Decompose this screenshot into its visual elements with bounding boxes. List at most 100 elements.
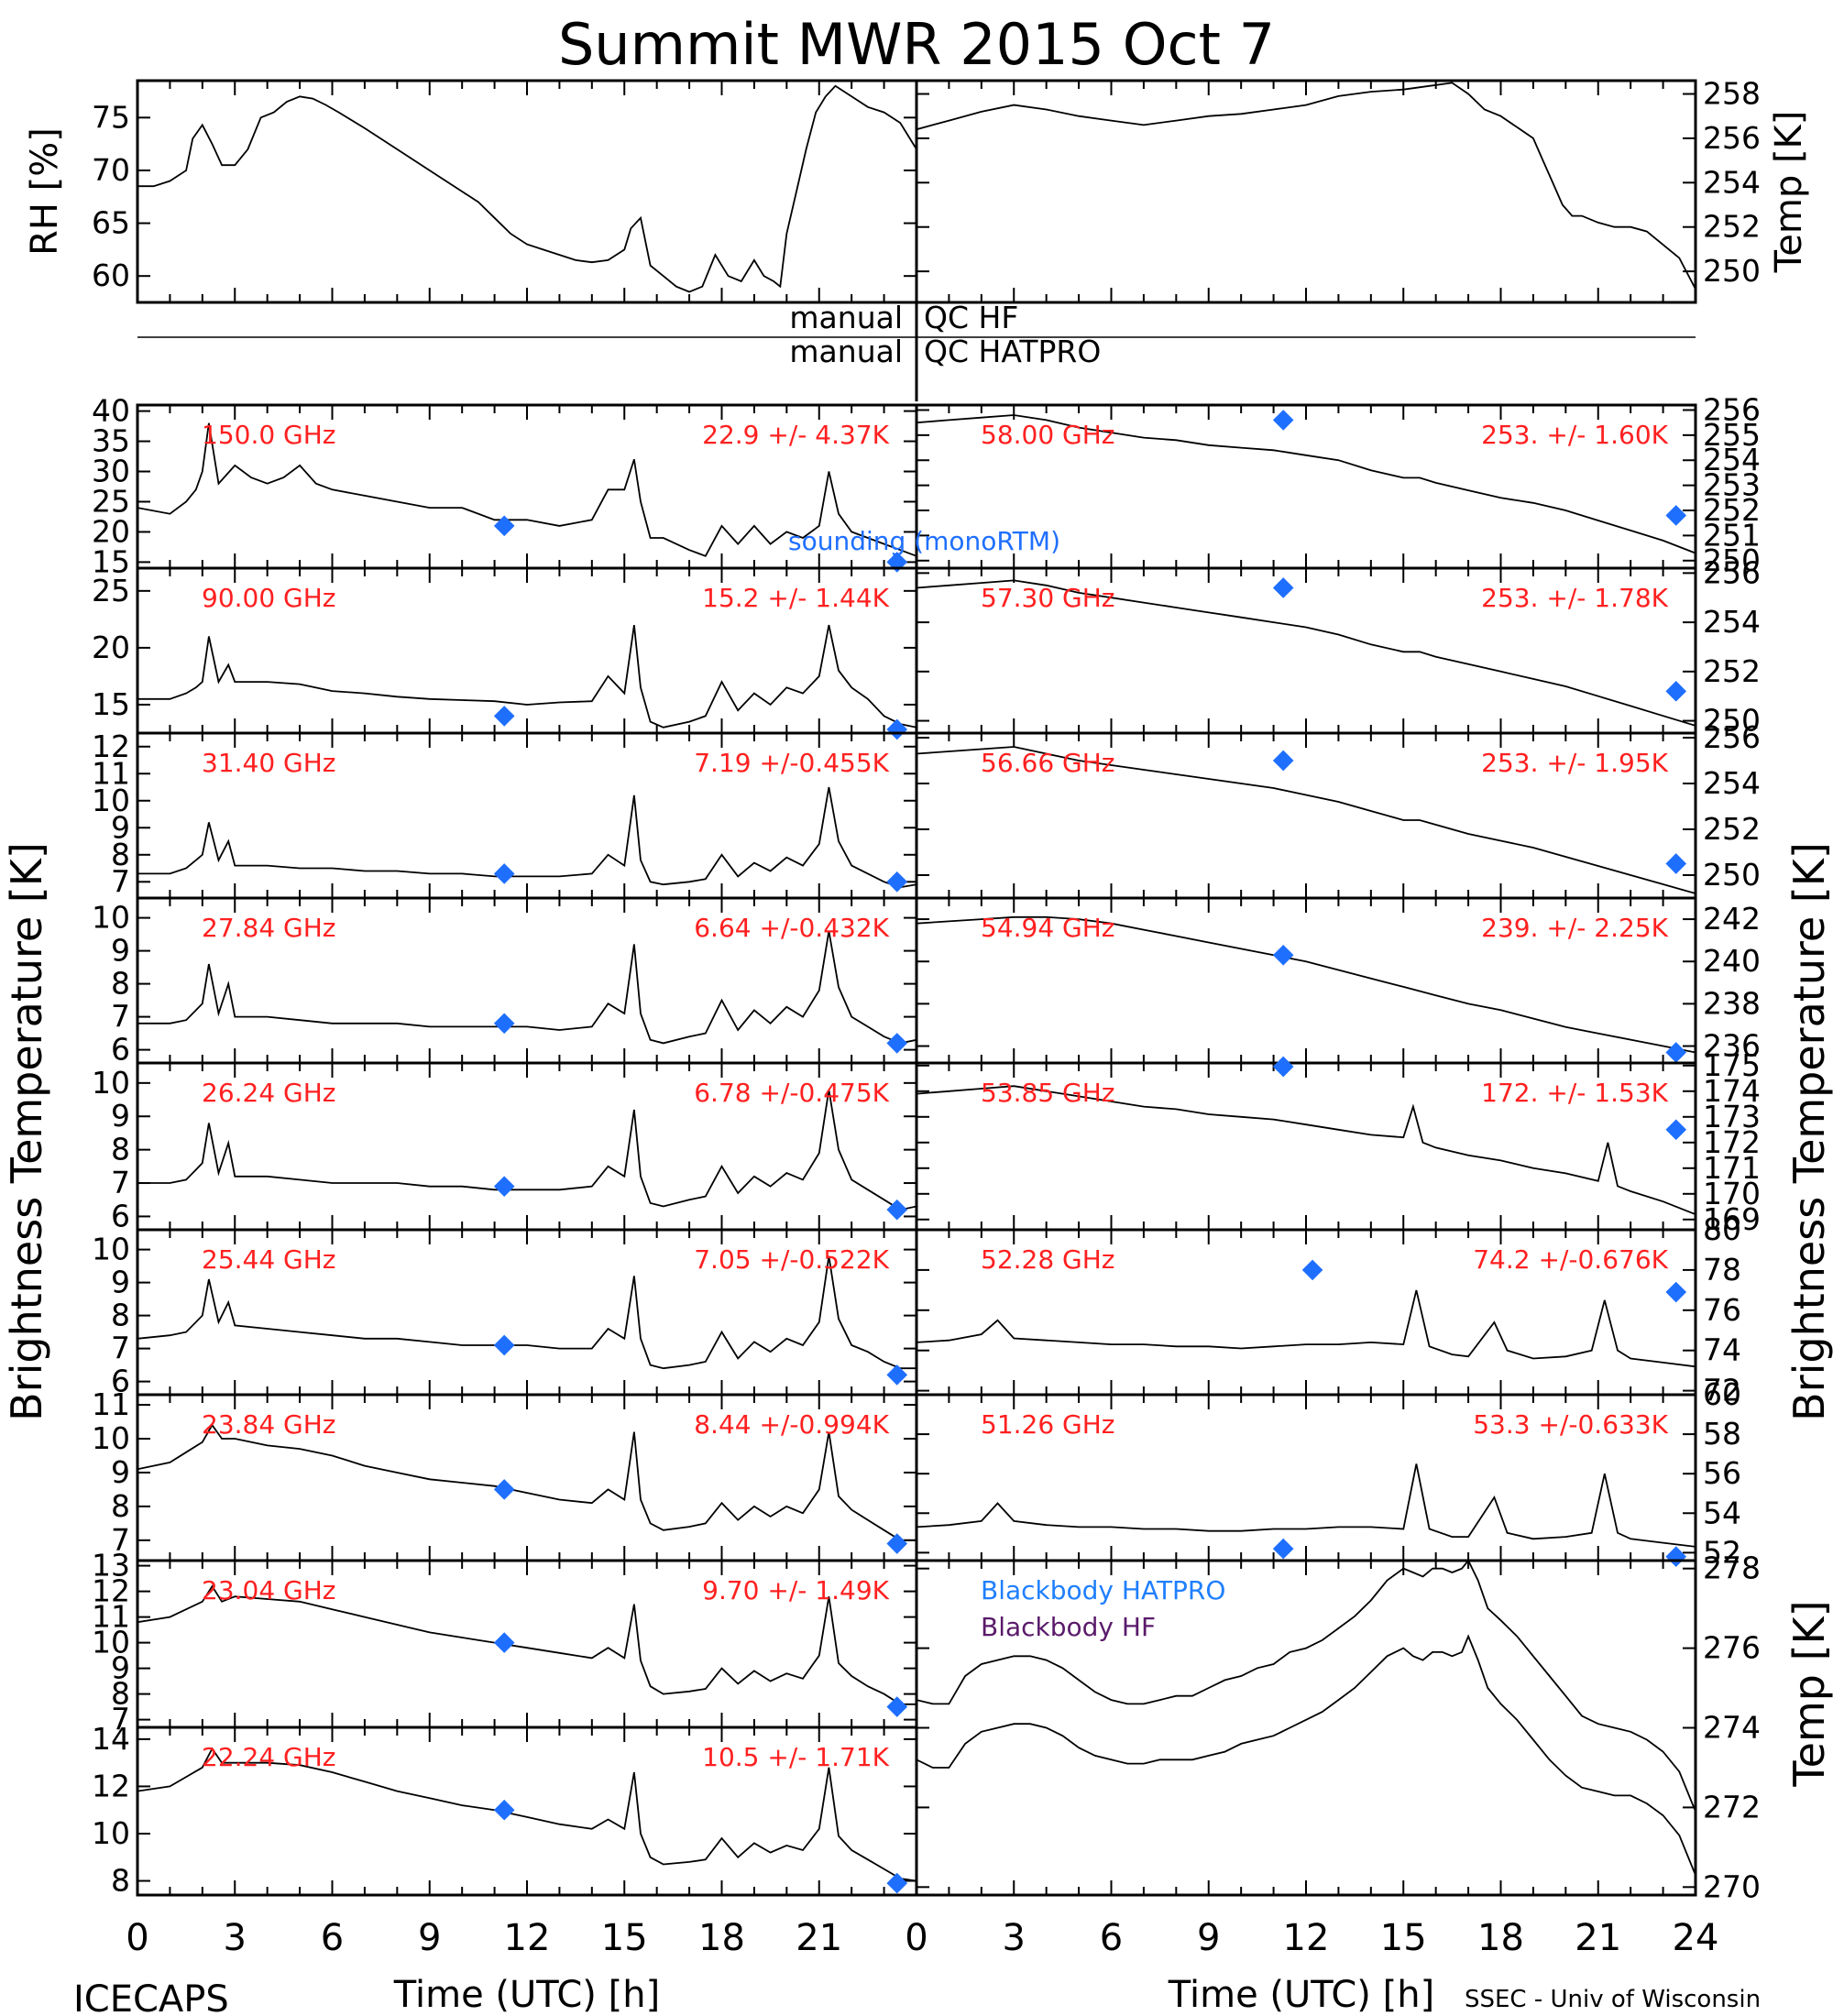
channel-label: 53.85 GHz [981, 1078, 1115, 1108]
channel-label: 23.04 GHz [202, 1575, 336, 1605]
y-tick-label: 11 [92, 1386, 130, 1422]
sounding-marker [1272, 1056, 1294, 1078]
y-tick-label: 8 [111, 1863, 130, 1899]
y-tick-label: 10 [92, 1625, 130, 1660]
sounding-marker [886, 1033, 908, 1054]
sounding-marker [1665, 1281, 1687, 1303]
y-tick-label: 240 [1703, 943, 1761, 979]
y-tick-label: 9 [111, 1098, 130, 1134]
left-axis-label: Brightness Temperature [K] [2, 842, 51, 1421]
credit-label: SSEC - Univ of Wisconsin [1465, 1986, 1761, 2013]
channel-label: 26.24 GHz [202, 1078, 336, 1108]
sounding-marker [1272, 577, 1294, 598]
sounding-marker [886, 718, 908, 740]
y-tick-label: 256 [1703, 719, 1761, 755]
channel-stats: 253. +/- 1.60K [1481, 420, 1668, 450]
y-tick-label: 8 [111, 1488, 130, 1524]
y-tick-label: 254 [1703, 604, 1761, 640]
y-tick-label: 76 [1703, 1292, 1741, 1328]
y-tick-label: 258 [1703, 76, 1761, 112]
series-line-blackbody-1 [916, 1634, 1696, 1876]
channel-stats: 74.2 +/-0.676K [1473, 1244, 1668, 1275]
y-tick-label: 9 [111, 809, 130, 845]
sounding-marker [886, 1364, 908, 1386]
channel-label: 27.84 GHz [202, 913, 336, 943]
qc-manual-hf-label: manual [789, 300, 903, 335]
site-label: ICECAPS [73, 1978, 229, 2016]
y-tick-label: 238 [1703, 985, 1761, 1021]
y-tick-label: 11 [92, 1599, 130, 1635]
y-tick-label: 80 [1703, 1211, 1741, 1247]
bottom-right-axis-label: Temp [K] [1784, 1600, 1833, 1787]
series-line-ch-54.94-0 [916, 915, 1696, 1054]
channel-label: 25.44 GHz [202, 1244, 336, 1275]
channel-stats: 15.2 +/- 1.44K [702, 583, 889, 613]
y-tick-label: 276 [1703, 1630, 1761, 1666]
channel-label: 23.84 GHz [202, 1409, 336, 1440]
channel-stats: 6.64 +/-0.432K [694, 913, 889, 943]
y-tick-label: 12 [92, 1768, 130, 1803]
y-tick-label: 60 [92, 257, 130, 293]
series-line-ch-26.24-0 [137, 1089, 916, 1211]
y-tick-label: 252 [1703, 492, 1761, 528]
channel-label: 56.66 GHz [981, 748, 1115, 778]
y-tick-label: 12 [92, 1573, 130, 1609]
sounding-marker [1272, 410, 1294, 431]
sounding-marker [1272, 1538, 1294, 1560]
channel-label: 31.40 GHz [202, 748, 336, 778]
y-tick-label: 7 [111, 1165, 130, 1200]
y-tick-label: 9 [111, 1650, 130, 1686]
y-tick-label: 10 [92, 1065, 130, 1101]
y-tick-label: 52 [1703, 1534, 1741, 1570]
channel-stats: 9.70 +/- 1.49K [702, 1575, 889, 1605]
y-tick-label: 173 [1703, 1099, 1761, 1134]
x-tick-label: 12 [504, 1917, 551, 1959]
channel-label: 58.00 GHz [981, 420, 1115, 450]
y-tick-label: 20 [92, 513, 130, 549]
y-tick-label: 70 [92, 152, 130, 188]
series-line-ch-27.84-0 [137, 930, 916, 1045]
y-tick-label: 8 [111, 1676, 130, 1712]
x-axis-label-left: Time (UTC) [h] [393, 1974, 660, 2016]
qc-hatpro-label: QC HATPRO [924, 334, 1101, 369]
y-tick-label: 7 [111, 1522, 130, 1558]
x-tick-label: 3 [1003, 1917, 1026, 1959]
sounding-marker [493, 1013, 515, 1035]
y-tick-label: 253 [1703, 467, 1761, 503]
y-tick-label: 254 [1703, 765, 1761, 801]
sounding-marker [1665, 1042, 1687, 1063]
x-tick-label: 18 [698, 1917, 745, 1959]
y-tick-label: 255 [1703, 417, 1761, 453]
panel-frame-surface-temp [915, 79, 1697, 304]
y-tick-label: 7 [111, 999, 130, 1035]
channel-stats: 22.9 +/- 4.37K [702, 420, 889, 450]
y-tick-label: 10 [92, 1815, 130, 1851]
y-tick-label: 15 [92, 543, 130, 579]
y-tick-label: 10 [92, 1232, 130, 1267]
x-tick-label: 3 [224, 1917, 247, 1959]
sounding-marker [1665, 681, 1687, 702]
y-tick-label: 10 [92, 1420, 130, 1456]
series-line-ch-22.24-0 [137, 1747, 916, 1882]
y-tick-label: 8 [111, 966, 130, 1002]
y-tick-label: 171 [1703, 1150, 1761, 1186]
y-tick-label: 272 [1703, 1789, 1761, 1824]
sounding-marker [1665, 1546, 1687, 1568]
y-tick-label: 7 [111, 1331, 130, 1366]
y-tick-label: 278 [1703, 1550, 1761, 1586]
sounding-marker [493, 706, 515, 727]
x-tick-label: 18 [1477, 1917, 1524, 1959]
channel-stats: 7.05 +/-0.522K [694, 1244, 889, 1275]
series-line-ch-58.00-0 [916, 414, 1696, 554]
y-tick-label: 252 [1703, 653, 1761, 689]
channel-label: 51.26 GHz [981, 1409, 1115, 1440]
x-tick-label: 6 [1100, 1917, 1123, 1959]
y-tick-label: 60 [1703, 1376, 1741, 1412]
y-tick-label: 74 [1703, 1332, 1741, 1368]
sounding-marker [493, 515, 515, 537]
y-tick-label: 12 [92, 729, 130, 764]
x-tick-label: 12 [1283, 1917, 1330, 1959]
x-axis-label-right: Time (UTC) [h] [1168, 1974, 1434, 2016]
y-tick-label: 270 [1703, 1868, 1761, 1904]
